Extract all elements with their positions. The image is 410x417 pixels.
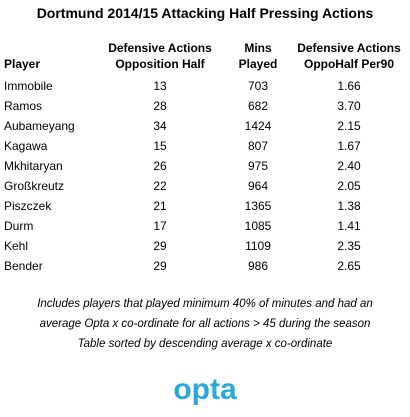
opta-logo-text: opta (173, 373, 237, 406)
cell-mins-played: 1085 (244, 219, 272, 233)
cell-mins-played: 975 (247, 159, 269, 173)
header-per-line1: Defensive Actions (297, 41, 401, 55)
cell-player: Kagawa (4, 139, 48, 153)
cell-defensive-actions: 26 (153, 159, 167, 173)
cell-mins-played: 986 (247, 259, 269, 273)
header-mins-line2: Played (238, 57, 278, 71)
cell-mins-played: 1424 (244, 119, 272, 133)
cell-player: Ramos (4, 99, 43, 113)
opta-logo: opta (173, 373, 237, 406)
table-row: Bender 29 986 2.65 (4, 256, 406, 276)
header-def-line2: Opposition Half (115, 57, 205, 71)
cell-defensive-actions: 22 (153, 179, 167, 193)
table-row: Großkreutz 22 964 2.05 (4, 176, 406, 196)
table-row: Aubameyang 34 1424 2.15 (4, 116, 406, 136)
cell-mins-played: 703 (247, 79, 269, 93)
table-row: Mkhitaryan 26 975 2.40 (4, 156, 406, 176)
cell-defensive-actions: 17 (153, 219, 167, 233)
cell-defensive-actions: 13 (153, 79, 167, 93)
cell-mins-played: 1109 (245, 239, 271, 253)
footnote-line: Table sorted by descending average x co-… (77, 338, 333, 350)
header-defensive-actions: Defensive Actions Opposition Half (96, 40, 224, 76)
header-mins-played: Mins Played (224, 40, 292, 76)
cell-per90: 2.65 (337, 259, 361, 273)
table-row: Durm 17 1085 1.41 (4, 216, 406, 236)
cell-per90: 1.38 (337, 199, 361, 213)
cell-defensive-actions: 34 (153, 119, 167, 133)
cell-player: Durm (4, 219, 34, 233)
table-row: Ramos 28 682 3.70 (4, 96, 406, 116)
cell-per90: 3.70 (337, 99, 361, 113)
header-per-line2: OppoHalf Per90 (303, 57, 395, 71)
cell-player: Immobile (4, 79, 53, 93)
table-row: Immobile 13 703 1.66 (4, 76, 406, 96)
table-title: Dortmund 2014/15 Attacking Half Pressing… (36, 5, 374, 21)
cell-mins-played: 964 (247, 179, 269, 193)
cell-defensive-actions: 29 (153, 259, 167, 273)
stats-table: Player Defensive Actions Opposition Half… (4, 40, 406, 276)
header-player-label: Player (4, 57, 41, 71)
cell-per90: 1.67 (337, 139, 361, 153)
cell-mins-played: 1365 (244, 199, 272, 213)
footnote-line: Includes players that played minimum 40%… (37, 298, 373, 310)
cell-player: Großkreutz (4, 179, 65, 193)
header-mins-line1: Mins (244, 41, 272, 55)
cell-defensive-actions: 29 (153, 239, 167, 253)
cell-player: Piszczek (4, 199, 52, 213)
cell-player: Kehl (4, 239, 29, 253)
cell-player: Bender (4, 259, 43, 273)
header-row: Player Defensive Actions Opposition Half… (4, 40, 406, 76)
cell-per90: 1.66 (337, 79, 361, 93)
footnote-line: average Opta x co-ordinate for all actio… (39, 318, 371, 330)
cell-per90: 2.40 (337, 159, 361, 173)
header-per90: Defensive Actions OppoHalf Per90 (292, 40, 406, 76)
table-row: Kehl 29 1109 2.35 (4, 236, 406, 256)
header-def-line1: Defensive Actions (108, 41, 212, 55)
footnote: Includes players that played minimum 40%… (0, 294, 410, 354)
header-player: Player (4, 40, 96, 76)
cell-player: Aubameyang (4, 119, 75, 133)
cell-mins-played: 807 (247, 139, 269, 153)
cell-per90: 2.15 (337, 119, 361, 133)
cell-defensive-actions: 15 (153, 139, 167, 153)
table-row: Piszczek 21 1365 1.38 (4, 196, 406, 216)
cell-mins-played: 682 (247, 99, 269, 113)
cell-defensive-actions: 21 (153, 199, 167, 213)
cell-per90: 2.35 (337, 239, 361, 253)
cell-per90: 2.05 (337, 179, 361, 193)
cell-player: Mkhitaryan (4, 159, 63, 173)
cell-per90: 1.41 (337, 219, 361, 233)
cell-defensive-actions: 28 (153, 99, 167, 113)
table-row: Kagawa 15 807 1.67 (4, 136, 406, 156)
